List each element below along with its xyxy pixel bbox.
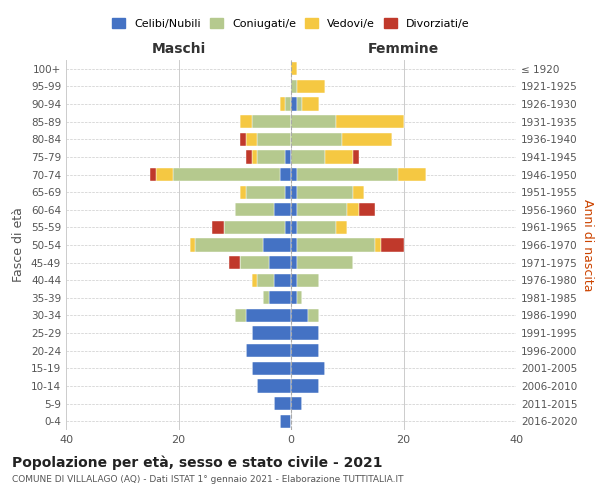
Bar xyxy=(274,397,291,410)
Bar xyxy=(235,309,246,322)
Bar xyxy=(274,274,291,287)
Bar xyxy=(296,238,376,252)
Bar xyxy=(229,256,241,269)
Bar xyxy=(241,186,246,198)
Bar xyxy=(269,256,291,269)
Bar xyxy=(336,221,347,234)
Text: COMUNE DI VILLALAGO (AQ) - Dati ISTAT 1° gennaio 2021 - Elaborazione TUTTITALIA.: COMUNE DI VILLALAGO (AQ) - Dati ISTAT 1°… xyxy=(12,475,404,484)
Bar xyxy=(291,362,325,375)
Bar xyxy=(291,203,296,216)
Bar xyxy=(257,132,291,146)
Bar xyxy=(246,309,291,322)
Bar xyxy=(336,115,404,128)
Bar xyxy=(257,274,274,287)
Bar xyxy=(296,80,325,93)
Bar xyxy=(241,256,269,269)
Bar xyxy=(280,414,291,428)
Bar xyxy=(286,98,291,110)
Bar xyxy=(291,150,325,164)
Bar xyxy=(398,168,426,181)
Bar xyxy=(302,98,319,110)
Bar xyxy=(296,256,353,269)
Y-axis label: Fasce di età: Fasce di età xyxy=(13,208,25,282)
Bar xyxy=(274,203,291,216)
Bar xyxy=(341,132,392,146)
Text: Popolazione per età, sesso e stato civile - 2021: Popolazione per età, sesso e stato civil… xyxy=(12,455,383,469)
Bar xyxy=(251,362,291,375)
Text: Femmine: Femmine xyxy=(368,42,439,56)
Bar xyxy=(291,380,319,392)
Bar xyxy=(246,150,251,164)
Bar xyxy=(263,291,269,304)
Bar xyxy=(269,291,291,304)
Bar xyxy=(291,326,319,340)
Bar xyxy=(257,150,286,164)
Bar xyxy=(286,150,291,164)
Bar xyxy=(212,221,223,234)
Bar xyxy=(296,203,347,216)
Bar xyxy=(223,221,286,234)
Bar xyxy=(251,150,257,164)
Bar xyxy=(291,397,302,410)
Y-axis label: Anni di nascita: Anni di nascita xyxy=(581,198,594,291)
Bar xyxy=(291,186,296,198)
Bar xyxy=(308,309,319,322)
Bar xyxy=(196,238,263,252)
Bar xyxy=(296,168,398,181)
Bar xyxy=(246,132,257,146)
Bar xyxy=(381,238,404,252)
Bar xyxy=(296,98,302,110)
Bar xyxy=(235,203,274,216)
Bar xyxy=(263,238,291,252)
Bar xyxy=(296,291,302,304)
Bar xyxy=(291,98,296,110)
Bar xyxy=(291,309,308,322)
Bar xyxy=(246,186,286,198)
Bar xyxy=(291,168,296,181)
Bar xyxy=(291,291,296,304)
Bar xyxy=(156,168,173,181)
Bar xyxy=(291,256,296,269)
Bar xyxy=(291,221,296,234)
Bar xyxy=(291,115,336,128)
Bar xyxy=(291,274,296,287)
Bar xyxy=(251,115,291,128)
Text: Maschi: Maschi xyxy=(151,42,206,56)
Bar xyxy=(291,132,341,146)
Bar xyxy=(251,274,257,287)
Bar xyxy=(190,238,196,252)
Legend: Celibi/Nubili, Coniugati/e, Vedovi/e, Divorziati/e: Celibi/Nubili, Coniugati/e, Vedovi/e, Di… xyxy=(108,14,474,34)
Bar xyxy=(291,344,319,358)
Bar xyxy=(173,168,280,181)
Bar xyxy=(286,221,291,234)
Bar xyxy=(325,150,353,164)
Bar xyxy=(246,344,291,358)
Bar xyxy=(296,274,319,287)
Bar xyxy=(151,168,156,181)
Bar xyxy=(257,380,291,392)
Bar xyxy=(286,186,291,198)
Bar xyxy=(353,150,359,164)
Bar xyxy=(280,98,286,110)
Bar xyxy=(291,80,296,93)
Bar xyxy=(280,168,291,181)
Bar xyxy=(291,238,296,252)
Bar xyxy=(296,186,353,198)
Bar xyxy=(241,132,246,146)
Bar xyxy=(291,62,296,76)
Bar xyxy=(251,326,291,340)
Bar xyxy=(347,203,359,216)
Bar xyxy=(359,203,376,216)
Bar xyxy=(241,115,251,128)
Bar xyxy=(296,221,336,234)
Bar xyxy=(376,238,381,252)
Bar xyxy=(353,186,364,198)
